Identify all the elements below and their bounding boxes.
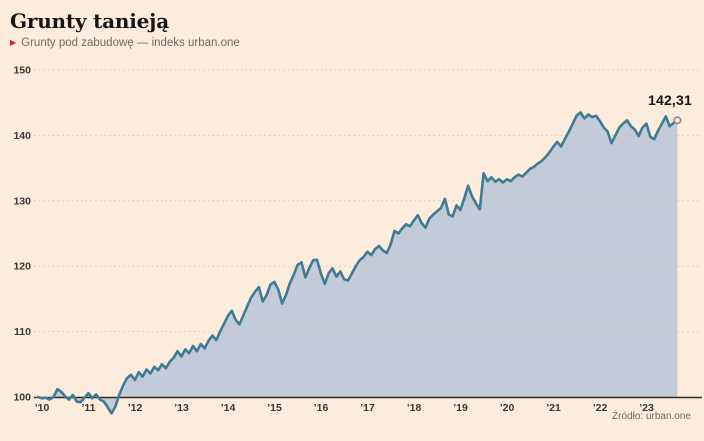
x-tick-label-18: ’18 <box>407 402 422 414</box>
x-tick-label-20: ’20 <box>500 402 515 414</box>
final-value-label: 142,31 <box>647 92 692 108</box>
y-tick-label-120: 120 <box>13 261 31 273</box>
source-note: Źródło: urban.one <box>612 411 691 422</box>
x-tick-label-15: ’15 <box>267 402 282 414</box>
x-tick-label-17: ’17 <box>360 402 375 414</box>
x-tick-label-21: ’21 <box>546 402 561 414</box>
x-tick-label-11: ’11 <box>81 402 95 414</box>
x-tick-label-22: ’22 <box>593 402 608 414</box>
x-tick-label-12: ’12 <box>128 402 143 414</box>
x-tick-label-16: ’16 <box>314 402 329 414</box>
chart-header: Grunty tanieją ▶ Grunty pod zabudowę — i… <box>10 8 240 49</box>
end-point-marker <box>673 116 682 125</box>
legend-label: Grunty pod zabudowę — indeks urban.one <box>21 37 240 49</box>
y-tick-label-150: 150 <box>13 65 31 77</box>
page-title: Grunty tanieją <box>10 9 169 33</box>
index-line <box>36 111 679 415</box>
y-tick-label-130: 130 <box>13 195 31 207</box>
x-tick-label-13: ’13 <box>174 402 189 414</box>
legend-row: ▶ Grunty pod zabudowę — indeks urban.one <box>10 37 240 49</box>
x-tick-label-10: ’10 <box>35 402 50 414</box>
legend-triangle-icon: ▶ <box>10 38 17 47</box>
y-tick-label-110: 110 <box>14 326 31 338</box>
x-tick-label-23: ’23 <box>639 402 654 414</box>
x-tick-label-14: ’14 <box>221 402 236 414</box>
x-tick-label-19: ’19 <box>453 402 468 414</box>
y-tick-label-100: 100 <box>13 392 31 404</box>
index-area-fill <box>38 112 678 414</box>
y-tick-label-140: 140 <box>13 130 31 142</box>
